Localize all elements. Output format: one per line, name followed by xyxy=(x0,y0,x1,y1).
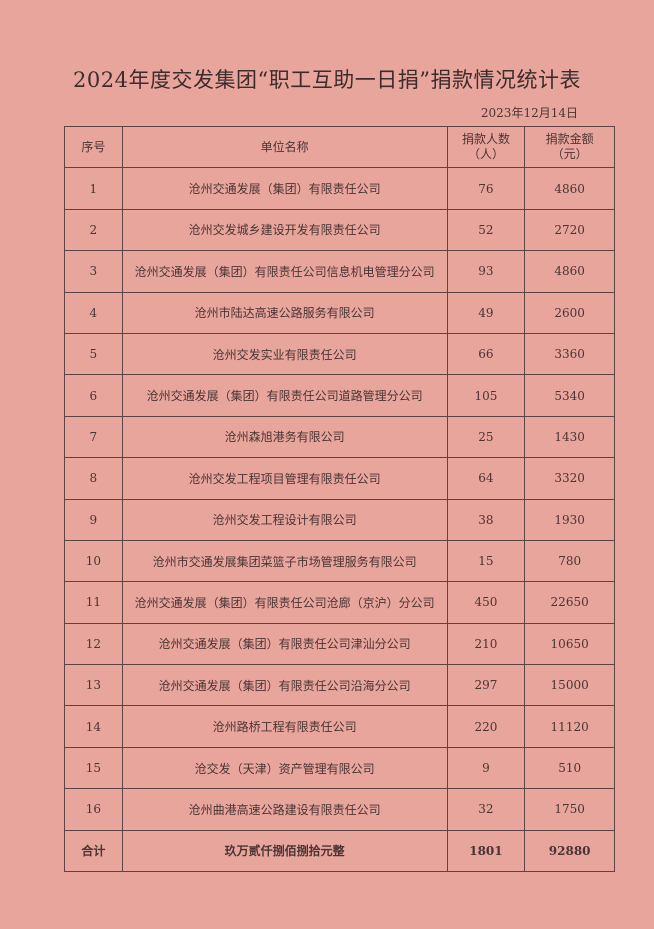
row-donation-amount: 1430 xyxy=(524,415,615,459)
table-row: 4 沧州市陆达高速公路服务有限公司 49 2600 xyxy=(64,291,615,334)
row-donation-amount: 22650 xyxy=(524,581,615,624)
row-index: 9 xyxy=(64,498,123,541)
total-count: 1801 xyxy=(446,829,526,873)
row-donation-amount: 4860 xyxy=(524,167,615,210)
row-unit-name: 沧州交通发展（集团）有限责任公司 xyxy=(121,167,448,210)
table-row: 14 沧州路桥工程有限责任公司 220 11120 xyxy=(64,705,615,748)
row-donation-amount: 10650 xyxy=(524,622,615,666)
row-index: 5 xyxy=(64,332,123,376)
row-donor-count: 9 xyxy=(446,746,526,790)
table-row: 6 沧州交通发展（集团）有限责任公司道路管理分公司 105 5340 xyxy=(64,374,615,417)
row-donor-count: 220 xyxy=(446,705,526,748)
total-amount: 92880 xyxy=(524,829,615,873)
row-index: 15 xyxy=(64,746,123,790)
row-unit-name: 沧交发（天津）资产管理有限公司 xyxy=(121,746,448,790)
row-index: 8 xyxy=(64,457,123,500)
row-donation-amount: 4860 xyxy=(524,250,615,293)
row-unit-name: 沧州市陆达高速公路服务有限公司 xyxy=(121,291,448,334)
header-index: 序号 xyxy=(64,125,123,169)
document-date: 2023年12月14日 xyxy=(480,106,578,120)
row-unit-name: 沧州交通发展（集团）有限责任公司沿海分公司 xyxy=(121,664,448,707)
row-donor-count: 210 xyxy=(446,622,526,666)
row-donor-count: 66 xyxy=(446,332,526,376)
row-donor-count: 49 xyxy=(446,291,526,334)
row-donation-amount: 3360 xyxy=(524,332,615,376)
row-unit-name: 沧州交通发展（集团）有限责任公司沧廊（京沪）分公司 xyxy=(121,581,448,624)
row-index: 14 xyxy=(64,705,123,748)
row-unit-name: 沧州市交通发展集团菜篮子市场管理服务有限公司 xyxy=(121,539,448,583)
row-index: 7 xyxy=(64,415,123,459)
total-row: 合计 玖万贰仟捌佰捌拾元整 1801 92880 xyxy=(64,829,615,873)
row-donor-count: 52 xyxy=(446,208,526,252)
row-donor-count: 93 xyxy=(446,250,526,293)
row-donation-amount: 2720 xyxy=(524,208,615,252)
table-row: 9 沧州交发工程设计有限公司 38 1930 xyxy=(64,498,615,541)
header-amount-line1: 捐款金额 xyxy=(545,132,594,147)
row-index: 13 xyxy=(64,664,123,707)
table-row: 3 沧州交通发展（集团）有限责任公司信息机电管理分公司 93 4860 xyxy=(64,250,615,293)
header-unit: 单位名称 xyxy=(121,125,448,169)
row-donor-count: 105 xyxy=(446,374,526,417)
table-row: 2 沧州交发城乡建设开发有限责任公司 52 2720 xyxy=(64,208,615,252)
table-row: 1 沧州交通发展（集团）有限责任公司 76 4860 xyxy=(64,167,615,210)
row-unit-name: 沧州交通发展（集团）有限责任公司津汕分公司 xyxy=(121,622,448,666)
total-amount-words: 玖万贰仟捌佰捌拾元整 xyxy=(121,829,448,873)
header-amount: 捐款金额 （元） xyxy=(524,125,615,169)
row-unit-name: 沧州森旭港务有限公司 xyxy=(121,415,448,459)
row-index: 4 xyxy=(64,291,123,334)
row-unit-name: 沧州交发工程设计有限公司 xyxy=(121,498,448,541)
row-index: 3 xyxy=(64,250,123,293)
table-row: 15 沧交发（天津）资产管理有限公司 9 510 xyxy=(64,746,615,790)
row-index: 1 xyxy=(64,167,123,210)
row-donor-count: 64 xyxy=(446,457,526,500)
table-row: 7 沧州森旭港务有限公司 25 1430 xyxy=(64,415,615,459)
row-donor-count: 25 xyxy=(446,415,526,459)
row-index: 10 xyxy=(64,539,123,583)
row-donation-amount: 1930 xyxy=(524,498,615,541)
row-donation-amount: 780 xyxy=(524,539,615,583)
header-count: 捐款人数 （人） xyxy=(446,125,526,169)
row-donor-count: 15 xyxy=(446,539,526,583)
table-row: 16 沧州曲港高速公路建设有限责任公司 32 1750 xyxy=(64,788,615,831)
table-row: 5 沧州交发实业有限责任公司 66 3360 xyxy=(64,332,615,376)
header-count-line2: （人） xyxy=(467,147,504,162)
table-row: 12 沧州交通发展（集团）有限责任公司津汕分公司 210 10650 xyxy=(64,622,615,666)
row-donation-amount: 15000 xyxy=(524,664,615,707)
row-donor-count: 450 xyxy=(446,581,526,624)
row-donation-amount: 510 xyxy=(524,746,615,790)
row-donation-amount: 11120 xyxy=(524,705,615,748)
table-row: 8 沧州交发工程项目管理有限责任公司 64 3320 xyxy=(64,457,615,500)
row-unit-name: 沧州交发工程项目管理有限责任公司 xyxy=(121,457,448,500)
row-unit-name: 沧州交发城乡建设开发有限责任公司 xyxy=(121,208,448,252)
row-donor-count: 38 xyxy=(446,498,526,541)
table-header-row: 序号 单位名称 捐款人数 （人） 捐款金额 （元） xyxy=(64,125,615,169)
header-count-line1: 捐款人数 xyxy=(461,132,510,147)
row-index: 16 xyxy=(64,788,123,831)
row-donation-amount: 2600 xyxy=(524,291,615,334)
row-donor-count: 32 xyxy=(446,788,526,831)
row-donor-count: 297 xyxy=(446,664,526,707)
row-unit-name: 沧州路桥工程有限责任公司 xyxy=(121,705,448,748)
row-index: 12 xyxy=(64,622,123,666)
table-row: 11 沧州交通发展（集团）有限责任公司沧廊（京沪）分公司 450 22650 xyxy=(64,581,615,624)
document-title: 2024年度交发集团“职工互助一日捐”捐款情况统计表 xyxy=(73,68,581,92)
row-unit-name: 沧州交通发展（集团）有限责任公司道路管理分公司 xyxy=(121,374,448,417)
row-index: 2 xyxy=(64,208,123,252)
row-unit-name: 沧州交通发展（集团）有限责任公司信息机电管理分公司 xyxy=(121,250,448,293)
table-row: 13 沧州交通发展（集团）有限责任公司沿海分公司 297 15000 xyxy=(64,664,615,707)
row-donation-amount: 3320 xyxy=(524,457,615,500)
donation-table: 序号 单位名称 捐款人数 （人） 捐款金额 （元） 1 沧州交通发展（集团）有限责任公… xyxy=(64,125,615,873)
row-donation-amount: 1750 xyxy=(524,788,615,831)
row-unit-name: 沧州曲港高速公路建设有限责任公司 xyxy=(121,788,448,831)
row-index: 11 xyxy=(64,581,123,624)
row-donor-count: 76 xyxy=(446,167,526,210)
total-label: 合计 xyxy=(64,829,123,873)
table-row: 10 沧州市交通发展集团菜篮子市场管理服务有限公司 15 780 xyxy=(64,539,615,583)
row-donation-amount: 5340 xyxy=(524,374,615,417)
row-index: 6 xyxy=(64,374,123,417)
row-unit-name: 沧州交发实业有限责任公司 xyxy=(121,332,448,376)
header-amount-line2: （元） xyxy=(551,147,588,162)
